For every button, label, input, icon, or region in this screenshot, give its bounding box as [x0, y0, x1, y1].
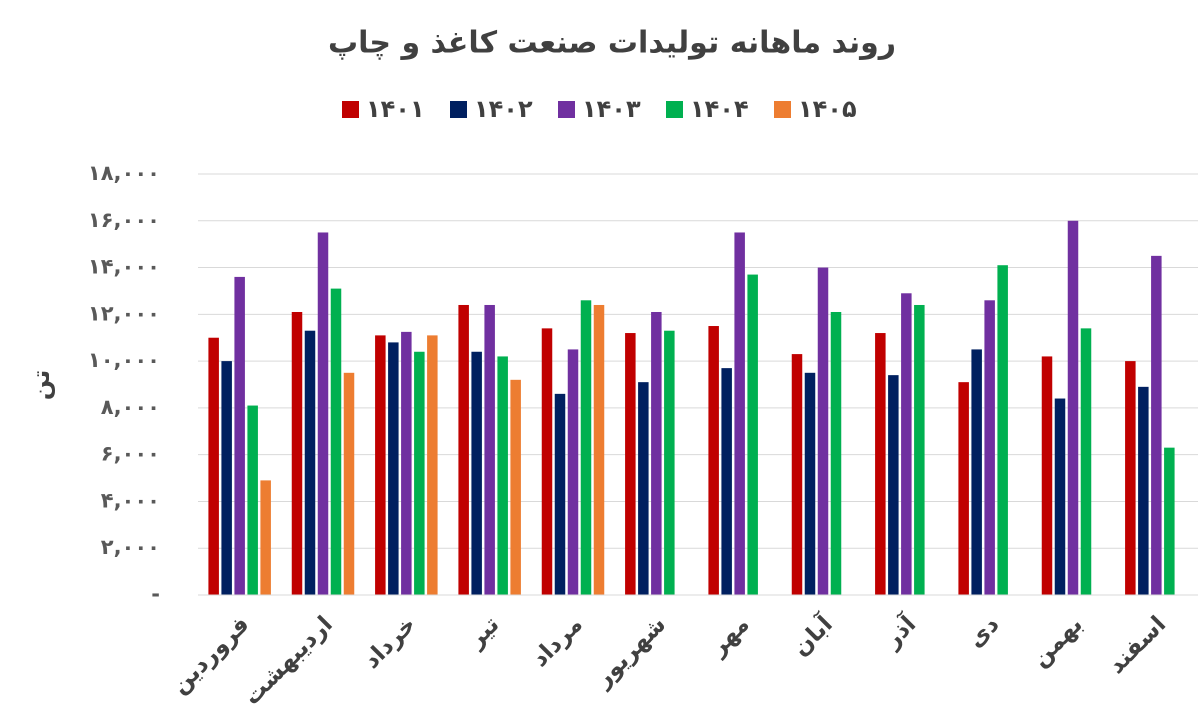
bar: [497, 356, 508, 595]
bar: [484, 304, 495, 595]
bar: [997, 265, 1008, 595]
bar: [664, 330, 675, 595]
bar: [221, 361, 232, 595]
bar: [791, 354, 803, 595]
bar: [1125, 361, 1136, 595]
x-tick-label: مرداد: [527, 611, 588, 672]
x-tick-label: بهمن: [1027, 611, 1088, 672]
x-tick-label: اردیبهشت: [239, 611, 338, 710]
bar: [343, 372, 355, 595]
bar: [1080, 328, 1092, 595]
bar: [593, 304, 605, 595]
x-tick-label: شهریور: [590, 611, 672, 693]
bar: [247, 405, 258, 595]
bar: [721, 368, 732, 595]
bar: [638, 382, 649, 595]
legend-label: ۱۴۰۵: [798, 95, 857, 123]
bar: [958, 382, 969, 595]
bar: [804, 372, 816, 595]
y-tick-label: ۴,۰۰۰: [101, 488, 160, 512]
legend-swatch: [558, 101, 575, 118]
y-tick-label: -: [151, 582, 160, 606]
y-tick-label: ۱۲,۰۰۰: [88, 301, 160, 325]
bar: [747, 274, 758, 595]
bar: [1138, 386, 1149, 595]
bar: [625, 333, 636, 595]
legend-label: ۱۴۰۴: [690, 95, 749, 123]
bar: [330, 288, 342, 595]
bar: [1067, 220, 1079, 595]
bar: [708, 326, 719, 595]
bar: [567, 349, 579, 595]
y-tick-label: ۲,۰۰۰: [101, 535, 160, 559]
bar: [971, 349, 982, 595]
bar: [984, 300, 995, 595]
legend-swatch: [342, 101, 359, 118]
x-tick-label: دی: [963, 611, 1005, 653]
y-tick-label: ۱۰,۰۰۰: [88, 348, 160, 372]
y-tick-label: ۱۴,۰۰۰: [88, 255, 160, 279]
bar: [914, 304, 925, 595]
bar: [388, 342, 399, 595]
bar: [901, 293, 912, 595]
bar: [875, 333, 886, 595]
bar: [554, 393, 566, 595]
y-tick-label: ۱۸,۰۰۰: [88, 161, 160, 185]
x-tick-label: تیر: [463, 611, 505, 653]
bar: [510, 379, 521, 595]
bar: [458, 304, 469, 595]
x-tick-label: خرداد: [359, 611, 421, 673]
y-axis-label: تن: [27, 370, 55, 401]
bar: [427, 335, 438, 595]
x-tick-label: مهر: [704, 611, 754, 661]
y-tick-label: ۱۶,۰۰۰: [88, 208, 160, 232]
y-tick-label: ۶,۰۰۰: [101, 442, 160, 466]
x-tick-label: اسفند: [1103, 611, 1171, 679]
legend-label: ۱۴۰۳: [582, 95, 641, 123]
bar: [317, 232, 329, 595]
legend-swatch: [666, 101, 683, 118]
bar: [541, 328, 553, 595]
bar: [830, 311, 842, 595]
bar: [304, 330, 316, 595]
legend-label: ۱۴۰۱: [366, 95, 425, 123]
x-tick-label: فروردین: [167, 611, 255, 699]
bar: [1151, 255, 1162, 595]
x-tick-label: آذر: [877, 609, 922, 654]
bar: [1054, 398, 1066, 595]
bar: [375, 335, 386, 595]
bar: [1041, 356, 1053, 595]
x-tick-label: آبان: [786, 609, 839, 662]
bar: [734, 232, 745, 595]
bar: [580, 300, 592, 595]
legend-label: ۱۴۰۲: [474, 95, 533, 123]
bar: [651, 311, 662, 595]
y-tick-label: ۸,۰۰۰: [101, 395, 160, 419]
bar: [208, 337, 219, 595]
bar: [414, 351, 425, 595]
bar: [817, 267, 829, 595]
bar: [471, 351, 482, 595]
bar: [401, 331, 412, 595]
bar: [888, 375, 899, 595]
bar: [234, 276, 245, 595]
bar: [291, 311, 303, 595]
bar: [1164, 447, 1175, 595]
bar: [260, 480, 271, 595]
legend-swatch: [450, 101, 467, 118]
chart-title: روند ماهانه تولیدات صنعت کاغذ و چاپ: [328, 26, 896, 61]
legend-swatch: [774, 101, 791, 118]
